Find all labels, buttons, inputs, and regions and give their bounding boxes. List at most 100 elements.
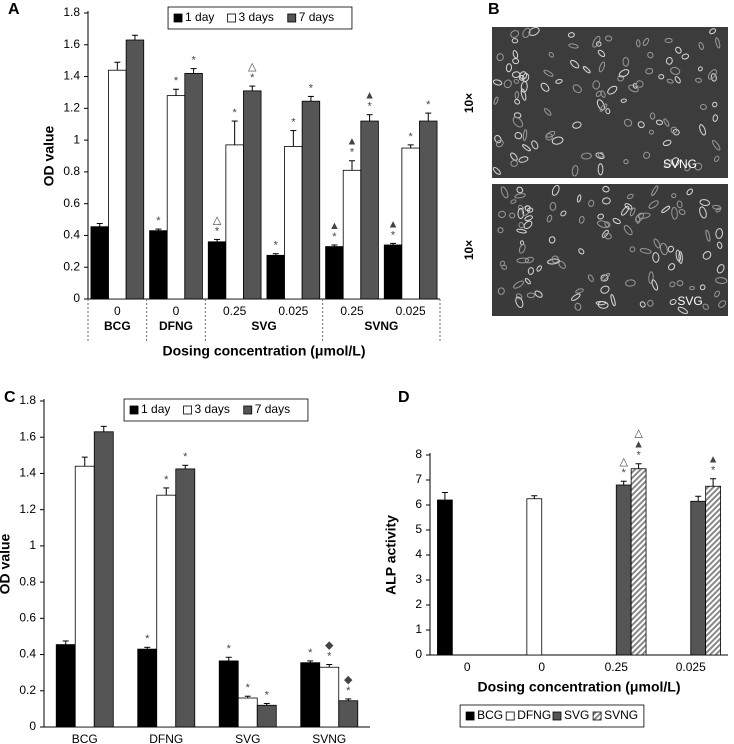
y-tick-label: 5 — [415, 522, 422, 536]
cell — [588, 199, 595, 207]
bar — [207, 241, 227, 300]
cell — [624, 203, 633, 210]
bar — [175, 468, 196, 728]
cell — [599, 103, 608, 112]
cell — [575, 288, 584, 294]
cell — [662, 139, 672, 147]
cell — [601, 229, 609, 238]
cell — [513, 280, 525, 289]
cell — [645, 67, 654, 75]
bar — [225, 144, 244, 300]
bar — [419, 120, 438, 300]
cell — [649, 112, 656, 120]
significance-marker: * — [309, 82, 314, 94]
cell — [694, 162, 703, 171]
cell — [523, 220, 533, 230]
bar — [319, 666, 340, 728]
cell — [714, 290, 720, 298]
cell — [524, 278, 531, 285]
y-axis-label: OD value — [41, 125, 57, 186]
cell — [492, 79, 503, 86]
significance-marker: * — [367, 101, 372, 113]
cell — [665, 56, 673, 65]
bar — [137, 648, 158, 728]
cell — [522, 129, 528, 142]
cell — [548, 236, 556, 244]
cell — [642, 37, 650, 47]
bar — [325, 246, 344, 300]
cell — [505, 63, 513, 73]
cell — [604, 221, 611, 228]
cell — [635, 80, 644, 88]
significance-marker: * — [250, 72, 255, 84]
legend-swatch — [183, 405, 192, 415]
cell — [707, 69, 717, 80]
y-tick-label: 0 — [73, 291, 80, 305]
cell — [540, 82, 550, 92]
legend-label: 3 days — [195, 402, 230, 416]
significance-marker: * — [183, 451, 188, 463]
panel-label: A — [8, 1, 20, 18]
cell — [597, 163, 604, 176]
cell — [513, 112, 522, 119]
bar — [266, 254, 285, 300]
cell — [545, 133, 553, 141]
legend-swatch — [465, 711, 475, 721]
x-tick-label: SVG — [235, 732, 260, 744]
cell — [551, 136, 564, 145]
cell — [714, 155, 720, 162]
y-tick-label: 0.4 — [19, 647, 36, 661]
y-tick-label: 0 — [29, 719, 36, 733]
cell — [699, 284, 706, 291]
legend-label: DFNG — [517, 708, 551, 722]
cell — [675, 249, 681, 262]
cell — [699, 103, 707, 110]
bar — [526, 498, 543, 656]
cell — [503, 79, 512, 89]
significance-marker: * — [291, 116, 296, 128]
cell — [671, 206, 678, 220]
cell — [510, 199, 517, 204]
group-label: SVNG — [364, 319, 398, 333]
cell — [676, 200, 683, 209]
y-tick-label: 0.6 — [63, 196, 80, 210]
y-tick-label: 1.4 — [19, 466, 36, 480]
cell — [674, 76, 681, 84]
cell — [667, 245, 675, 253]
cell — [518, 243, 526, 254]
legend-swatch — [505, 711, 515, 721]
cell — [514, 131, 523, 140]
cell — [546, 130, 556, 138]
cell — [715, 37, 721, 49]
cell — [578, 215, 585, 224]
x-tick-label: 0 — [114, 304, 121, 318]
cell — [597, 49, 606, 58]
cell — [652, 252, 660, 263]
cell — [618, 69, 630, 78]
significance-marker: △ — [248, 61, 257, 73]
cell — [494, 135, 502, 144]
significance-marker: * — [265, 689, 270, 701]
cell — [515, 296, 524, 308]
x-tick-label: 0 — [173, 304, 180, 318]
cell — [567, 32, 575, 38]
significance-marker: * — [426, 99, 431, 111]
cell — [643, 151, 651, 159]
cell — [518, 156, 529, 163]
cell — [547, 258, 560, 265]
y-tick-label: 2 — [415, 597, 422, 611]
y-tick-label: 1.4 — [63, 69, 80, 83]
cell — [514, 98, 521, 105]
cell — [501, 264, 508, 270]
cell — [681, 53, 690, 60]
significance-marker: ▲ — [633, 439, 644, 451]
y-tick-label: 0.2 — [19, 683, 36, 697]
cell — [651, 185, 659, 197]
bar — [705, 485, 721, 656]
cell — [602, 185, 610, 193]
significance-marker: * — [145, 633, 150, 645]
cell — [639, 301, 646, 308]
cell — [699, 199, 711, 206]
cell — [664, 37, 673, 44]
